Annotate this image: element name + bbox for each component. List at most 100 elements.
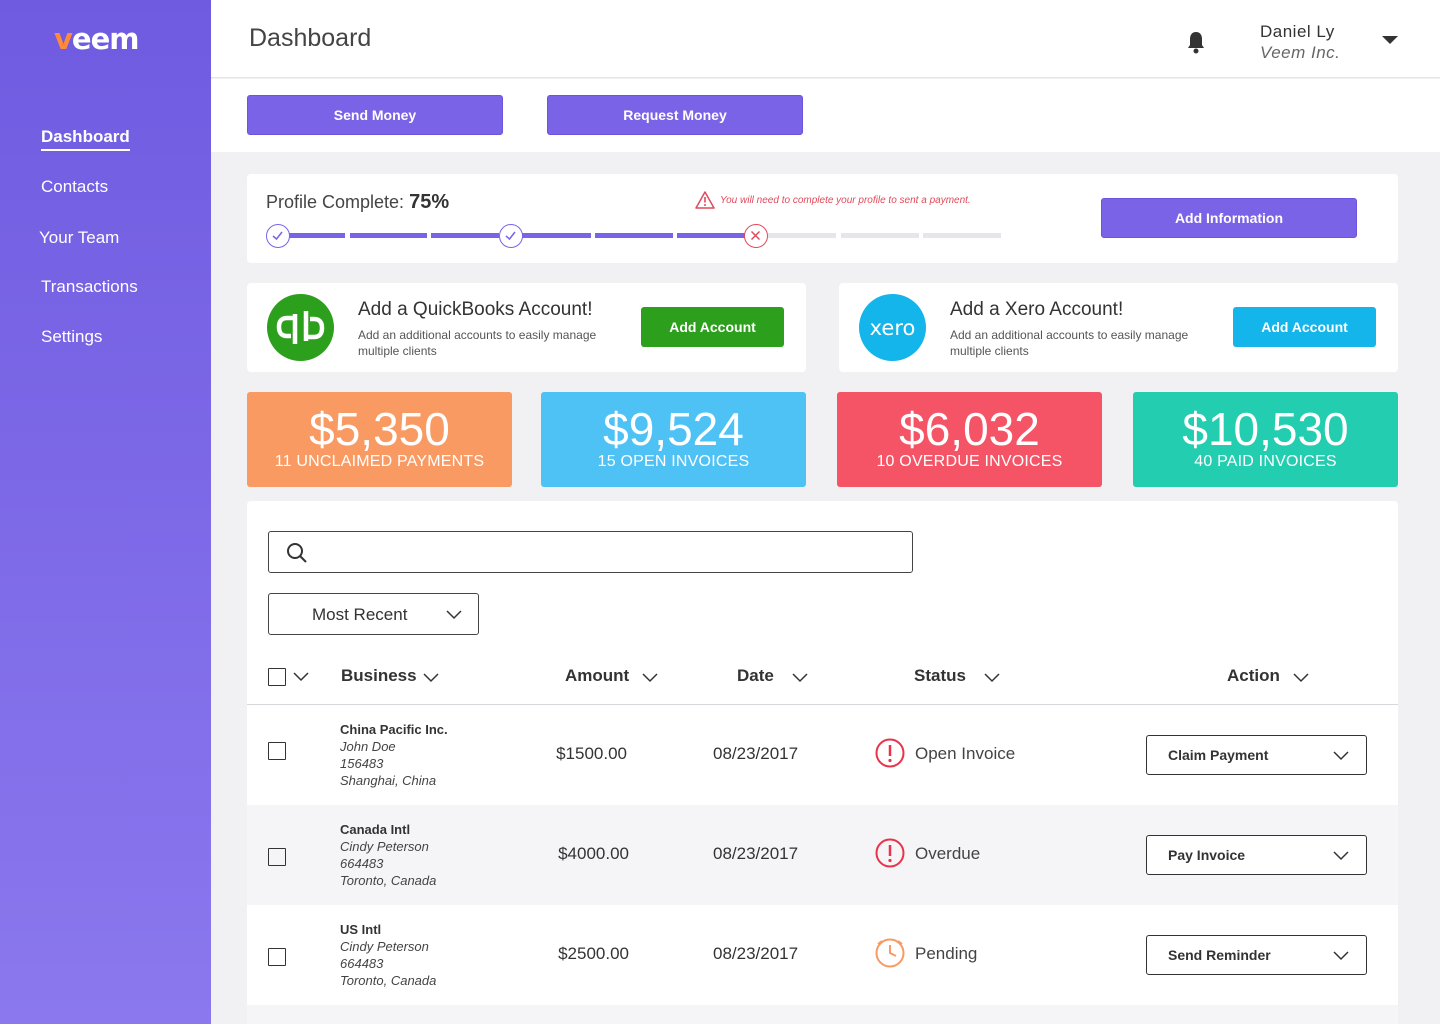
amount-cell: $1500.00 (556, 744, 627, 763)
table-row[interactable]: China Pacific Inc. John Doe 156483 Shang… (247, 705, 1398, 805)
status-cell: Open Invoice (915, 744, 1016, 763)
action-dropdown[interactable]: Send Reminder (1146, 935, 1367, 975)
profile-complete-label: Profile Complete: 75% (266, 191, 450, 213)
send-money-button[interactable]: Send Money (247, 95, 503, 135)
column-header-status[interactable]: Status (914, 666, 966, 685)
stat-label: 11 UNCLAIMED PAYMENTS (274, 453, 485, 470)
chevron-down-icon[interactable] (792, 673, 808, 683)
stat-amount: $10,530 (1182, 403, 1349, 455)
progress-segment (431, 233, 499, 238)
column-header-amount[interactable]: Amount (565, 666, 630, 685)
progress-segment (841, 233, 919, 238)
progress-segment (768, 233, 836, 238)
check-icon (266, 224, 290, 248)
search-input[interactable] (268, 531, 913, 573)
bell-icon[interactable] (1186, 30, 1206, 54)
xero-card: xero Add a Xero Account! Add an addition… (839, 283, 1398, 372)
chevron-down-icon (446, 610, 462, 620)
add-quickbooks-account-button[interactable]: Add Account (641, 307, 784, 347)
sort-selected-value: Most Recent (312, 605, 408, 624)
table-row (247, 1005, 1398, 1024)
quickbooks-logo-icon (267, 294, 334, 361)
column-header-date[interactable]: Date (737, 666, 774, 685)
action-dropdown[interactable]: Claim Payment (1146, 735, 1367, 775)
stat-paid-invoices[interactable]: $10,530 40 PAID INVOICES (1133, 392, 1398, 487)
row-checkbox[interactable] (268, 948, 286, 966)
stat-open-invoices[interactable]: $9,524 15 OPEN INVOICES (541, 392, 806, 487)
column-header-action[interactable]: Action (1227, 666, 1280, 685)
table-row[interactable]: Canada Intl Cindy Peterson 664483 Toront… (247, 805, 1398, 905)
status-cell: Overdue (915, 844, 981, 863)
business-cell: US Intl Cindy Peterson 664483 Toronto, C… (340, 922, 437, 988)
chevron-down-icon[interactable] (423, 673, 439, 683)
profile-card: Profile Complete: 75% You will need to c… (247, 174, 1398, 263)
date-cell: 08/23/2017 (713, 844, 799, 863)
table-row[interactable]: US Intl Cindy Peterson 664483 Toronto, C… (247, 905, 1398, 1005)
sidebar-item-settings[interactable]: Settings (41, 327, 103, 346)
quickbooks-title: Add a QuickBooks Account! (358, 299, 593, 320)
stat-label: 40 PAID INVOICES (1194, 453, 1337, 470)
amount-cell: $2500.00 (558, 944, 629, 963)
user-company: Veem Inc. (1260, 43, 1341, 62)
stat-overdue-invoices[interactable]: $6,032 10 OVERDUE INVOICES (837, 392, 1102, 487)
chevron-down-icon (1333, 851, 1349, 861)
chevron-down-icon[interactable] (1293, 673, 1309, 683)
date-cell: 08/23/2017 (713, 944, 799, 963)
business-cell: Canada Intl Cindy Peterson 664483 Toront… (340, 822, 437, 888)
progress-segment (595, 233, 673, 238)
chevron-down-icon[interactable] (293, 672, 309, 682)
quickbooks-desc: Add an additional accounts to easily man… (358, 328, 597, 358)
progress-segment (350, 233, 427, 238)
stat-amount: $6,032 (899, 403, 1040, 455)
action-bar: Send Money Request Money (211, 79, 1440, 152)
chevron-down-icon[interactable] (984, 673, 1000, 683)
request-money-button[interactable]: Request Money (547, 95, 803, 135)
warning-icon (695, 191, 715, 209)
stat-label: 10 OVERDUE INVOICES (876, 453, 1063, 470)
xero-title: Add a Xero Account! (950, 299, 1124, 320)
status-cell: Pending (915, 944, 978, 963)
profile-percent: 75% (409, 191, 450, 213)
alert-icon (875, 738, 905, 768)
alert-icon (875, 838, 905, 868)
chevron-down-icon (1333, 951, 1349, 961)
select-all-checkbox[interactable] (268, 668, 286, 686)
veem-logo[interactable]: veem (54, 22, 139, 56)
user-menu-caret-icon[interactable] (1382, 36, 1398, 44)
add-xero-account-button[interactable]: Add Account (1233, 307, 1376, 347)
business-cell: China Pacific Inc. John Doe 156483 Shang… (340, 722, 448, 788)
quickbooks-card: Add a QuickBooks Account! Add an additio… (247, 283, 806, 372)
chevron-down-icon[interactable] (642, 673, 658, 683)
xero-logo-icon: xero (859, 294, 926, 361)
sidebar-item-dashboard[interactable]: Dashboard (41, 127, 130, 151)
header-divider (247, 704, 1398, 705)
row-checkbox[interactable] (268, 848, 286, 866)
stat-unclaimed-payments[interactable]: $5,350 11 UNCLAIMED PAYMENTS (247, 392, 512, 487)
row-checkbox[interactable] (268, 742, 286, 760)
check-icon (499, 224, 523, 248)
progress-segment (677, 233, 746, 238)
sort-dropdown[interactable]: Most Recent (268, 593, 479, 635)
amount-cell: $4000.00 (558, 844, 629, 863)
action-dropdown[interactable]: Pay Invoice (1146, 835, 1367, 875)
search-icon (287, 543, 307, 563)
sidebar-item-your-team[interactable]: Your Team (39, 228, 120, 247)
progress-segment (288, 233, 345, 238)
transactions-panel: Most Recent Business Amount Date Status … (247, 501, 1398, 1024)
page-title: Dashboard (249, 24, 372, 52)
sidebar-item-transactions[interactable]: Transactions (41, 277, 138, 296)
user-name: Daniel Ly (1260, 22, 1335, 41)
progress-segment (923, 233, 1001, 238)
stat-amount: $5,350 (309, 403, 450, 455)
x-circle-icon (744, 224, 768, 248)
column-header-business[interactable]: Business (341, 666, 417, 685)
sidebar-item-contacts[interactable]: Contacts (41, 177, 109, 196)
chevron-down-icon (1333, 751, 1349, 761)
add-information-button[interactable]: Add Information (1101, 198, 1357, 238)
progress-segment (522, 233, 591, 238)
stat-label: 15 OPEN INVOICES (597, 453, 750, 470)
profile-warning: You will need to complete your profile t… (695, 191, 971, 209)
date-cell: 08/23/2017 (713, 744, 799, 763)
stat-amount: $9,524 (603, 403, 744, 455)
xero-desc: Add an additional accounts to easily man… (950, 328, 1189, 358)
